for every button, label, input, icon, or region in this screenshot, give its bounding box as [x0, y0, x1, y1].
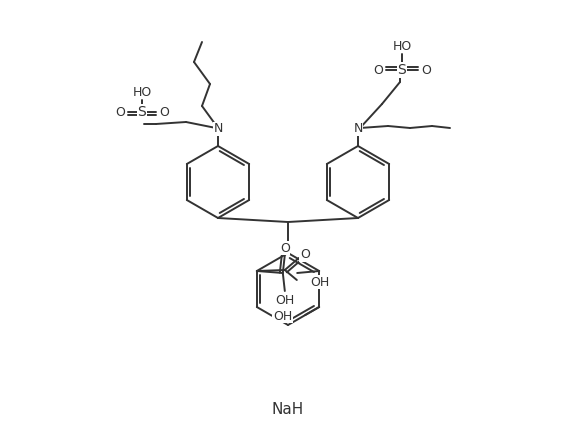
Text: NaH: NaH — [272, 402, 304, 416]
Text: HO: HO — [392, 39, 412, 52]
Text: S: S — [397, 63, 407, 77]
Text: O: O — [280, 242, 290, 254]
Text: N: N — [353, 122, 363, 135]
Text: HO: HO — [132, 86, 151, 98]
Text: O: O — [300, 249, 310, 261]
Text: O: O — [421, 63, 431, 76]
Text: OH: OH — [310, 275, 329, 288]
Text: OH: OH — [273, 309, 292, 323]
Text: S: S — [138, 105, 146, 119]
Text: O: O — [373, 63, 383, 76]
Text: N: N — [213, 122, 223, 135]
Text: O: O — [159, 105, 169, 118]
Text: O: O — [115, 105, 125, 118]
Text: OH: OH — [275, 295, 294, 308]
